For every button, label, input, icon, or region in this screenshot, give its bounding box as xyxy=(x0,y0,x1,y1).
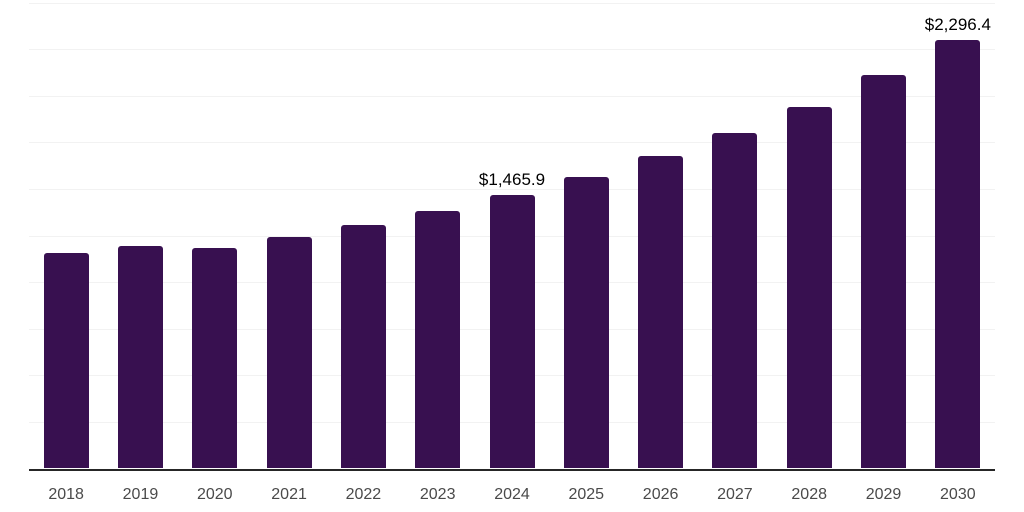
bar-2027 xyxy=(712,132,758,469)
bar-2028 xyxy=(786,106,832,469)
bar-2020 xyxy=(192,247,238,469)
x-tick-label-2018: 2018 xyxy=(48,486,84,503)
gridline-2000 xyxy=(29,95,995,97)
x-tick-label-2027: 2027 xyxy=(717,486,753,503)
bar-2030 xyxy=(935,40,981,469)
bar-2029 xyxy=(861,75,907,469)
bar-2021 xyxy=(266,237,312,469)
gridline-2250 xyxy=(29,49,995,51)
x-tick-label-2021: 2021 xyxy=(271,486,307,503)
gridline-2500 xyxy=(29,2,995,4)
bar-2022 xyxy=(340,225,386,469)
x-axis-line xyxy=(29,468,995,471)
x-tick-label-2026: 2026 xyxy=(642,486,679,503)
data-label-2024: $1,465.9 xyxy=(478,170,546,190)
x-tick-label-2030: 2030 xyxy=(940,486,976,503)
x-tick-label-2029: 2029 xyxy=(865,486,902,503)
bar-2019 xyxy=(117,245,163,469)
gridline-1750 xyxy=(29,142,995,144)
bar-2023 xyxy=(415,211,461,469)
x-tick-label-2028: 2028 xyxy=(791,486,827,503)
x-tick-label-2020: 2020 xyxy=(196,486,233,503)
x-tick-label-2019: 2019 xyxy=(122,486,159,503)
x-tick-label-2025: 2025 xyxy=(568,486,605,503)
bar-2026 xyxy=(638,156,684,469)
bar-2018 xyxy=(43,253,89,469)
bar-2024 xyxy=(489,195,535,469)
gridline-1500 xyxy=(29,188,995,190)
x-tick-label-2023: 2023 xyxy=(419,486,456,503)
x-tick-label-2022: 2022 xyxy=(345,486,382,503)
bar-2025 xyxy=(563,176,609,469)
data-label-2030: $2,296.4 xyxy=(924,15,991,35)
x-tick-label-2024: 2024 xyxy=(494,486,530,503)
